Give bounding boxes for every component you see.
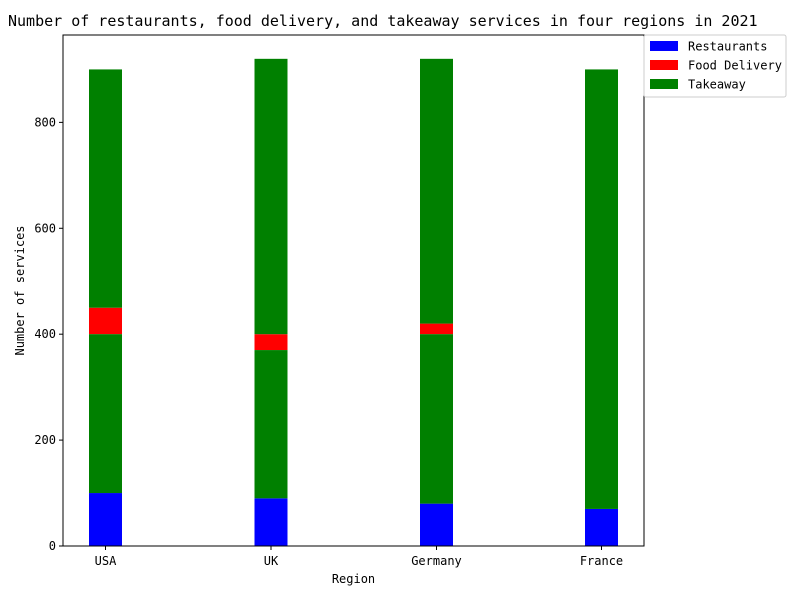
y-tick-label: 400: [34, 327, 56, 341]
y-tick-label: 600: [34, 221, 56, 235]
legend-swatch-restaurants: [650, 41, 678, 51]
legend-frame: [643, 34, 787, 98]
x-axis: USA UK Germany France: [95, 546, 623, 568]
bar-takeaway-uk-part1: [254, 350, 288, 499]
x-tick-label-usa: USA: [95, 554, 117, 568]
legend-swatch-food-delivery: [650, 60, 678, 70]
plot-frame: [62, 34, 645, 547]
legend-label-restaurants: Restaurants: [688, 40, 767, 54]
y-axis-label: Number of services: [13, 225, 27, 355]
bar-takeaway-uk-part2: [254, 58, 288, 335]
bars-group: [89, 58, 618, 546]
legend: Restaurants Food Delivery Takeaway: [643, 34, 787, 98]
x-axis-label: Region: [332, 572, 375, 586]
legend-label-food-delivery: Food Delivery: [688, 59, 782, 73]
bar-takeaway-germany-part2: [420, 58, 453, 324]
y-tick-label: 800: [34, 115, 56, 129]
bar-takeaway-usa-part2: [89, 69, 122, 308]
bar-restaurants-usa: [89, 493, 122, 546]
legend-swatch-takeaway: [650, 79, 678, 89]
y-axis: 0 200 400 600 800: [34, 115, 63, 553]
bar-food-delivery-germany: [420, 323, 453, 335]
y-tick-label: 0: [49, 539, 56, 553]
chart-title: Number of restaurants, food delivery, an…: [8, 12, 758, 30]
bar-takeaway-france: [585, 69, 618, 509]
bar-restaurants-uk: [254, 498, 288, 546]
bar-food-delivery-uk: [254, 334, 288, 351]
bar-takeaway-usa-part1: [89, 334, 122, 494]
x-tick-label-france: France: [580, 554, 623, 568]
x-tick-label-uk: UK: [264, 554, 279, 568]
x-tick-label-germany: Germany: [411, 554, 462, 568]
bar-takeaway-germany-part1: [420, 334, 453, 504]
y-tick-label: 200: [34, 433, 56, 447]
legend-label-takeaway: Takeaway: [688, 78, 746, 92]
bar-food-delivery-usa: [89, 307, 122, 335]
bar-restaurants-france: [585, 508, 618, 546]
bar-restaurants-germany: [420, 503, 453, 546]
